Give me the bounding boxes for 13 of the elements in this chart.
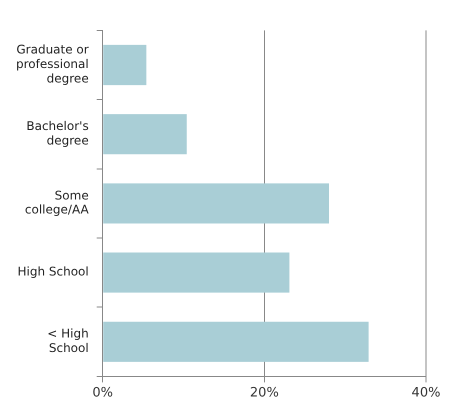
bar	[103, 252, 290, 293]
x-tick-label: 0%	[92, 386, 114, 401]
bar	[103, 114, 187, 154]
bar	[103, 322, 369, 362]
bar	[103, 183, 330, 224]
y-tick-label: Some college/AA	[24, 188, 90, 217]
y-tick-label: Graduate or professional degree	[16, 42, 89, 86]
y-tick-label: Bachelor's degree	[26, 119, 89, 148]
y-tick-label: High School	[17, 264, 89, 279]
bar	[103, 44, 146, 86]
y-tick-label: < High School	[47, 326, 89, 356]
x-tick-label: 20%	[250, 386, 279, 401]
x-tick-label: 40%	[412, 386, 440, 401]
